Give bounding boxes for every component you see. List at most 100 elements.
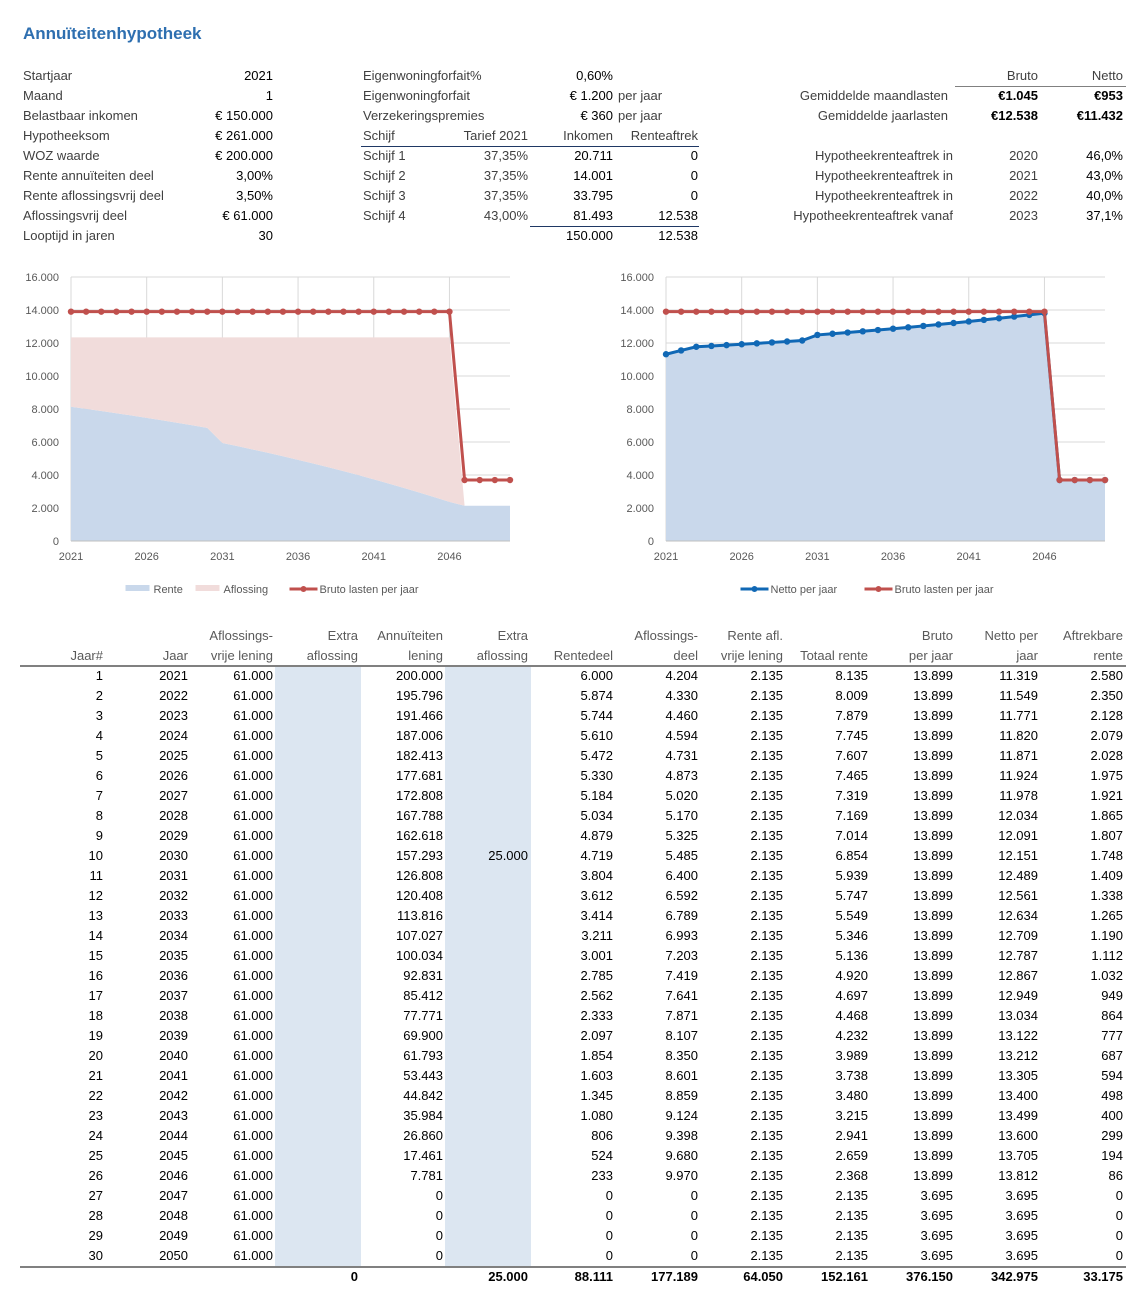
input-value[interactable]: 2021 [244, 68, 273, 83]
table-cell: 2023 [159, 708, 188, 723]
table-cell: 61.793 [403, 1048, 443, 1063]
data-point [143, 308, 150, 315]
table-cell: 0 [605, 1228, 613, 1243]
chart-bruto-breakdown: 0 2.000 4.000 6.000 8.000 10.000 12.000 14.000 1… [25, 272, 514, 596]
table-cell: 4 [95, 728, 103, 743]
table-cell: 8.107 [665, 1028, 698, 1043]
table-cell: 2048 [159, 1208, 188, 1223]
table-cell: 6.789 [665, 908, 698, 923]
data-point [662, 351, 670, 358]
table-cell: 44.842 [403, 1088, 443, 1103]
aftrek-label: Hypotheekrenteaftrek vanaf [793, 208, 953, 223]
table-cell: 7.781 [410, 1168, 443, 1183]
table-cell[interactable]: 25.000 [488, 848, 528, 863]
table-cell: 2021 [159, 668, 188, 683]
table-cell: 13.305 [998, 1068, 1038, 1083]
schijf-header: Schijf [363, 128, 395, 143]
data-point [1010, 308, 1018, 315]
data-point [188, 308, 196, 315]
forfait-value[interactable]: € 1.200 [569, 88, 613, 103]
table-cell: 2.135 [750, 808, 783, 823]
table-cell: 26.860 [403, 1128, 443, 1143]
table-cell: 13.899 [913, 688, 953, 703]
input-value[interactable]: 3,50% [236, 188, 273, 203]
table-cell: 12.709 [998, 928, 1038, 943]
table-cell: 0 [690, 1188, 698, 1203]
data-point [965, 318, 972, 325]
forfait-value[interactable]: € 360 [580, 108, 613, 123]
table-cell: 1.409 [1090, 868, 1123, 883]
input-value[interactable]: € 61.000 [222, 208, 273, 223]
data-point [279, 308, 287, 315]
table-cell: 13.899 [913, 908, 953, 923]
input-value[interactable]: € 261.000 [215, 128, 273, 143]
table-cell: 2042 [159, 1088, 188, 1103]
table-cell: 2040 [159, 1048, 188, 1063]
column-header: aflossing [476, 648, 528, 663]
table-cell: 2.135 [750, 1028, 783, 1043]
table-cell: 13.899 [913, 1148, 953, 1163]
data-point [249, 308, 256, 315]
table-row: 14 2034 61.000 107.027 3.211 6.993 2.135 5.346 1… [20, 926, 1126, 946]
input-value[interactable]: € 150.000 [215, 108, 273, 123]
table-cell: 3.695 [1005, 1248, 1038, 1263]
table-cell: 2022 [159, 688, 188, 703]
schijf-header: Inkomen [563, 128, 613, 143]
header-rule [20, 665, 1126, 667]
column-header: vrije lening [720, 648, 783, 663]
input-value[interactable]: 1 [265, 88, 273, 103]
legend-label: Rente [154, 584, 183, 596]
table-cell: 61.000 [233, 968, 273, 983]
table-cell: 4.719 [580, 848, 613, 863]
table-cell: 5.325 [665, 828, 698, 843]
table-cell: 12.489 [998, 868, 1038, 883]
forfait-value[interactable]: 0,60% [576, 68, 613, 83]
table-cell: 5 [95, 748, 103, 763]
extra-aflossing-input-column[interactable] [445, 666, 531, 1266]
legend-marker [751, 586, 758, 592]
data-point [1056, 476, 1063, 484]
table-cell: 2.135 [750, 1108, 783, 1123]
data-point [950, 319, 957, 327]
table-cell: 2034 [159, 928, 188, 943]
data-point [431, 308, 438, 315]
table-cell: 13.899 [913, 1068, 953, 1083]
table-cell: 0 [605, 1248, 613, 1263]
table-cell: 4.232 [835, 1028, 868, 1043]
data-point [799, 337, 806, 344]
input-value[interactable]: € 200.000 [215, 148, 273, 163]
table-cell: 0 [435, 1228, 443, 1243]
table-cell: 7.871 [665, 1008, 698, 1023]
column-header: Totaal rente [800, 648, 868, 663]
table-cell: 187.006 [396, 728, 443, 743]
table-cell: 120.408 [396, 888, 443, 903]
table-cell: 4.460 [665, 708, 698, 723]
data-point [905, 324, 912, 331]
x-tick-label: 2046 [1032, 551, 1056, 563]
table-cell: 1.345 [580, 1088, 613, 1103]
data-point [340, 308, 347, 315]
table-cell: 2.135 [835, 1228, 868, 1243]
input-value[interactable]: 3,00% [236, 168, 273, 183]
table-cell: 13.899 [913, 668, 953, 683]
table-cell: 2027 [159, 788, 188, 803]
extra-aflossing-input-column[interactable] [275, 666, 361, 1266]
chart-netto-vs-bruto: 0 2.000 4.000 6.000 8.000 10.000 12.000 14.000 1… [620, 272, 1109, 596]
lasten-header: Bruto [1006, 68, 1038, 83]
table-cell: 4.731 [665, 748, 698, 763]
table-cell: 61.000 [233, 1168, 273, 1183]
input-label: Rente annuïteiten deel [23, 168, 154, 183]
table-cell: 13.812 [998, 1168, 1038, 1183]
table-cell: 233 [591, 1168, 613, 1183]
table-cell: 2046 [159, 1168, 188, 1183]
table-cell: 2044 [159, 1128, 188, 1143]
table-cell: 13.034 [998, 1008, 1038, 1023]
column-header: Aflossings- [209, 628, 273, 643]
input-value[interactable]: 30 [258, 228, 273, 243]
data-point [753, 340, 761, 347]
table-cell: 3.695 [920, 1248, 953, 1263]
input-label: Rente aflossingsvrij deel [23, 188, 164, 203]
table-cell: 0 [1115, 1248, 1123, 1263]
table-cell: 12 [88, 888, 103, 903]
table-cell: 3.612 [580, 888, 613, 903]
